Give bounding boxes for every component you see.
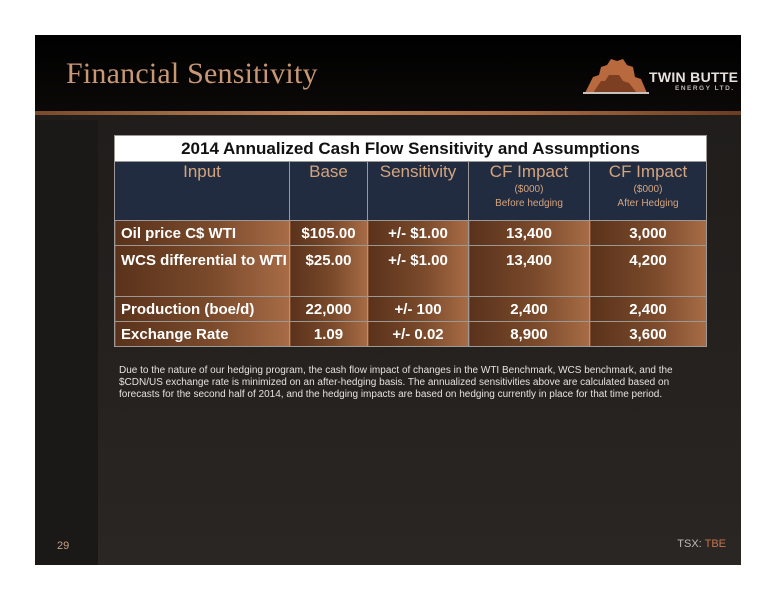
page-number: 29 <box>57 540 70 552</box>
header-units: ($000) <box>633 184 663 195</box>
header-base: Base <box>289 161 368 221</box>
header-note: After Hedging <box>617 198 679 209</box>
cell-sensitivity: +/- $1.00 <box>367 245 469 297</box>
cell-cf-after: 2,400 <box>589 296 707 322</box>
header-sensitivity: Sensitivity <box>367 161 469 221</box>
twin-butte-logo <box>583 59 649 94</box>
ticker-prefix: TSX: <box>677 538 702 550</box>
header-rule <box>35 111 741 115</box>
table-caption: 2014 Annualized Cash Flow Sensitivity an… <box>114 135 707 162</box>
ticker-symbol: TBE <box>704 538 726 550</box>
slide-title: Financial Sensitivity <box>66 57 318 90</box>
cell-cf-after: 4,200 <box>589 245 707 297</box>
sensitivity-table: 2014 Annualized Cash Flow Sensitivity an… <box>114 135 707 347</box>
header-label: Input <box>183 162 221 181</box>
table-row: Production (boe/d) 22,000 +/- 100 2,400 … <box>114 296 707 322</box>
logo-name: TWIN BUTTE <box>649 69 739 85</box>
cell-sensitivity: +/- 100 <box>367 296 469 322</box>
header-label: Sensitivity <box>379 162 457 181</box>
table-header-row: Input Base Sensitivity CF Impact ($000) … <box>114 161 707 221</box>
footnote-text: Due to the nature of our hedging program… <box>119 365 673 401</box>
left-sidebar-panel <box>35 120 98 565</box>
cell-sensitivity: +/- 0.02 <box>367 321 469 347</box>
cell-input: Exchange Rate <box>114 321 290 347</box>
cell-input: Production (boe/d) <box>114 296 290 322</box>
cell-base: $105.00 <box>289 220 368 246</box>
cell-sensitivity: +/- $1.00 <box>367 220 469 246</box>
cell-cf-before: 8,900 <box>468 321 590 347</box>
header-label: CF Impact <box>489 162 569 181</box>
header-units: ($000) <box>514 184 544 195</box>
cell-cf-after: 3,600 <box>589 321 707 347</box>
slide: Financial Sensitivity TWIN BUTTE ENERGY … <box>35 35 741 565</box>
cell-cf-before: 13,400 <box>468 220 590 246</box>
header-input: Input <box>114 161 290 221</box>
cell-base: 1.09 <box>289 321 368 347</box>
cell-input: Oil price C$ WTI <box>114 220 290 246</box>
cell-base: $25.00 <box>289 245 368 297</box>
header-label: Base <box>309 162 348 181</box>
table-row: WCS differential to WTI $25.00 +/- $1.00… <box>114 245 707 297</box>
cell-cf-before: 2,400 <box>468 296 590 322</box>
cell-cf-before: 13,400 <box>468 245 590 297</box>
header-cf-impact-after: CF Impact ($000) After Hedging <box>589 161 707 221</box>
table-row: Oil price C$ WTI $105.00 +/- $1.00 13,40… <box>114 220 707 246</box>
cell-base: 22,000 <box>289 296 368 322</box>
header-cf-impact-before: CF Impact ($000) Before hedging <box>468 161 590 221</box>
header-label: CF Impact <box>608 162 688 181</box>
table-row: Exchange Rate 1.09 +/- 0.02 8,900 3,600 <box>114 321 707 347</box>
ticker: TSX: TBE <box>677 538 726 550</box>
cell-input: WCS differential to WTI <box>114 245 290 297</box>
logo-subtitle: ENERGY LTD. <box>675 85 735 92</box>
header-note: Before hedging <box>495 198 563 209</box>
cell-cf-after: 3,000 <box>589 220 707 246</box>
